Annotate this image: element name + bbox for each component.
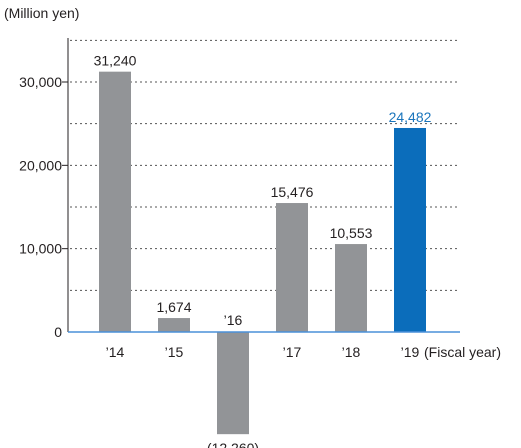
y-tick-label: 0 — [54, 324, 62, 340]
x-tick-label: ’14 — [106, 344, 125, 360]
value-label: 1,674 — [156, 299, 191, 315]
bars: 31,240 1,674 (12,260) 15,476 10,553 24,482 — [94, 53, 432, 448]
x-tick-label: ’19 — [401, 344, 420, 360]
value-label: (12,260) — [207, 440, 259, 448]
x-tick-label: ’15 — [165, 344, 184, 360]
gridlines — [70, 39, 460, 291]
bar — [158, 318, 190, 332]
bar — [276, 203, 308, 332]
bar — [394, 127, 426, 332]
bar — [99, 71, 131, 333]
value-label: 15,476 — [271, 184, 314, 200]
bar — [335, 244, 367, 332]
unit-label: (Million yen) — [4, 5, 79, 21]
x-tick-label: ’17 — [283, 344, 302, 360]
x-axis: ’14 ’15 ’16 ’17 ’18 ’19 — [68, 312, 460, 360]
x-tick-label: ’18 — [342, 344, 361, 360]
value-label: 31,240 — [94, 53, 137, 69]
y-tick-label: 10,000 — [19, 241, 62, 257]
y-tick-label: 30,000 — [19, 74, 62, 90]
x-axis-label: (Fiscal year) — [424, 344, 501, 360]
bar — [217, 332, 249, 435]
value-label: 24,482 — [389, 109, 432, 125]
x-tick-label: ’16 — [224, 312, 243, 328]
value-label: 10,553 — [330, 225, 373, 241]
y-tick-label: 20,000 — [19, 157, 62, 173]
y-axis: 0 10,000 20,000 30,000 — [19, 38, 69, 340]
